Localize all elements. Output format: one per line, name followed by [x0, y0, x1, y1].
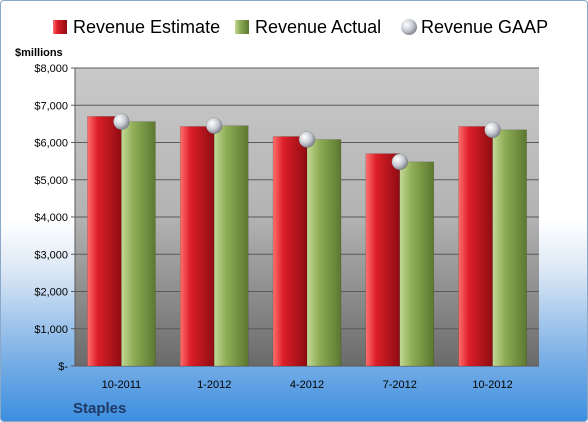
bar-revenue-actual[interactable]	[492, 129, 527, 367]
y-axis-ticks: $- $1,000 $2,000 $3,000 $4,000 $5,000 $6,000 $7…	[34, 63, 68, 373]
bar-revenue-estimate[interactable]	[458, 126, 493, 367]
gaap-markers	[113, 113, 501, 171]
legend-item-actual[interactable]: Revenue Actual	[235, 17, 381, 37]
bar-revenue-estimate[interactable]	[87, 116, 122, 367]
legend-item-estimate[interactable]: Revenue Estimate	[53, 17, 220, 37]
x-tick-label: 1-2012	[197, 379, 231, 391]
y-tick-label: $3,000	[34, 249, 68, 261]
y-tick-label: $8,000	[34, 63, 68, 75]
x-tick-label: 7-2012	[383, 379, 417, 391]
y-unit-label: $millions	[15, 47, 63, 59]
x-axis-ticks: 10-2011 1-2012 4-2012 7-2012 10-2012	[102, 379, 513, 391]
y-tick-label: $7,000	[34, 100, 68, 112]
y-tick-label: $4,000	[34, 212, 68, 224]
marker-revenue-gaap[interactable]	[484, 121, 501, 139]
legend-swatch-actual	[235, 20, 249, 34]
legend-label-estimate: Revenue Estimate	[73, 17, 220, 37]
bar-revenue-actual[interactable]	[121, 121, 156, 367]
marker-revenue-gaap[interactable]	[205, 117, 223, 134]
legend: Revenue Estimate Revenue Actual Revenue …	[53, 17, 548, 37]
legend-item-gaap[interactable]: Revenue GAAP	[401, 17, 548, 37]
marker-revenue-gaap[interactable]	[391, 153, 409, 171]
legend-label-actual: Revenue Actual	[255, 17, 381, 37]
y-tick-label: $6,000	[34, 138, 68, 150]
bars	[87, 116, 527, 367]
y-tick-label: $2,000	[34, 287, 68, 299]
bar-revenue-estimate[interactable]	[179, 126, 215, 367]
legend-swatch-estimate	[53, 20, 67, 34]
company-name: Staples	[73, 400, 126, 417]
y-tick-label: $5,000	[34, 175, 68, 187]
bar-revenue-actual[interactable]	[213, 125, 249, 367]
bar-revenue-estimate[interactable]	[272, 136, 308, 367]
marker-revenue-gaap[interactable]	[298, 131, 316, 148]
x-tick-label: 10-2012	[472, 379, 512, 391]
y-tick-label: $1,000	[34, 324, 68, 336]
bar-revenue-actual[interactable]	[399, 161, 435, 367]
y-tick-label: $-	[58, 361, 68, 373]
legend-swatch-gaap	[401, 19, 417, 35]
x-tick-label: 10-2011	[102, 379, 142, 391]
bar-revenue-actual[interactable]	[306, 139, 342, 367]
x-tick-label: 4-2012	[290, 379, 324, 391]
bar-revenue-estimate[interactable]	[365, 153, 401, 367]
legend-label-gaap: Revenue GAAP	[421, 17, 548, 37]
marker-revenue-gaap[interactable]	[113, 113, 130, 130]
